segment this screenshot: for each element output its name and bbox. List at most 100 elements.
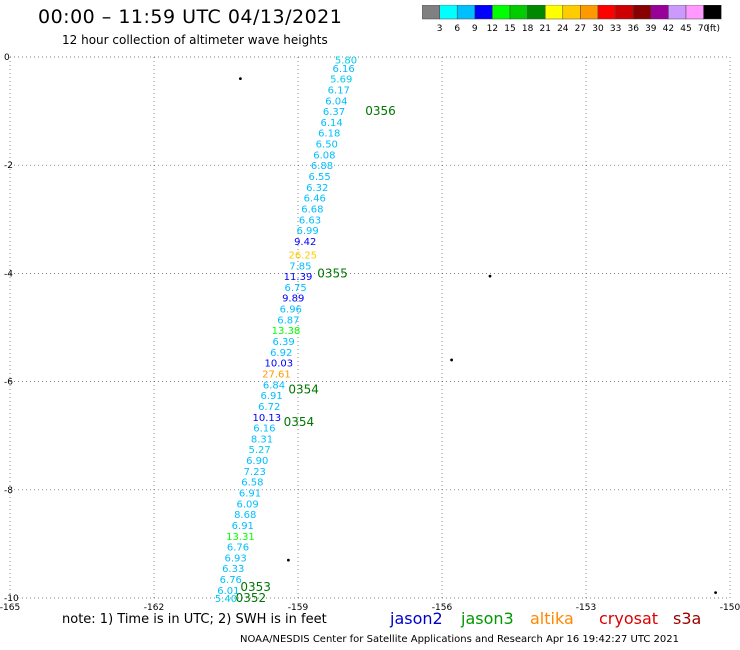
- legend-jason2: jason2: [390, 609, 443, 628]
- track-time-label: 0356: [365, 104, 396, 118]
- colorbar-tick: 39: [645, 24, 657, 34]
- page-title: 00:00 – 11:59 UTC 04/13/2021: [38, 6, 343, 28]
- track-value: 6.55: [308, 172, 330, 183]
- y-tick-label: 0: [4, 53, 10, 63]
- track-value: 13.38: [272, 326, 301, 337]
- track-value: 11.39: [284, 272, 313, 283]
- track-value: 26.25: [288, 250, 317, 261]
- track-time-label: 0353: [240, 580, 271, 594]
- track-value: 8.31: [251, 434, 273, 445]
- track-time-label: 0354: [284, 415, 315, 429]
- island-marker: [488, 274, 492, 278]
- colorbar-tick: 15: [504, 24, 515, 34]
- track-value: 6.96: [280, 305, 302, 316]
- track-value: 6.75: [284, 283, 306, 294]
- legend-cryosat: cryosat: [599, 609, 659, 628]
- colorbar-tick: 6: [454, 24, 460, 34]
- altimeter-map: -165 -162 -159 -156 -153 -150 0 -2 -4 -6 -8 -10 5.80…: [0, 53, 740, 610]
- track-value: 6.58: [241, 478, 263, 489]
- track-value: 6.76: [227, 543, 249, 554]
- x-tick-label: -153: [576, 603, 596, 610]
- colorbar-tick: 36: [627, 24, 639, 34]
- track-value: 6.39: [272, 337, 294, 348]
- track-value: 6.91: [239, 489, 261, 500]
- colorbar-tick: 9: [472, 24, 478, 34]
- colorbar-tick: 33: [610, 24, 621, 34]
- track-value: 6.99: [296, 226, 318, 237]
- legend-jason3: jason3: [461, 609, 514, 628]
- track-value: 6.46: [304, 194, 326, 205]
- track-value: 6.87: [277, 315, 299, 326]
- colorbar-tick: 27: [575, 24, 586, 34]
- track-value: 6.92: [270, 348, 292, 359]
- units-note: note: 1) Time is in UTC; 2) SWH is in fe…: [62, 612, 327, 627]
- credit-footer: NOAA/NESDIS Center for Satellite Applica…: [240, 634, 679, 645]
- track-value: 6.88: [311, 161, 333, 172]
- x-tick-label: -156: [432, 603, 453, 610]
- track-value: 6.32: [306, 183, 328, 194]
- track-value: 6.93: [224, 553, 246, 564]
- y-tick-label: -6: [4, 378, 13, 388]
- x-tick-label: -162: [144, 603, 164, 610]
- page-subtitle: 12 hour collection of altimeter wave hei…: [62, 33, 328, 47]
- colorbar-tick: 18: [522, 24, 534, 34]
- legend-altika: altika: [530, 609, 574, 628]
- track-value: 6.17: [328, 85, 350, 96]
- track-value: 13.31: [226, 532, 255, 543]
- colorbar-tick: 70: [698, 24, 710, 34]
- track-value: 6.14: [320, 118, 342, 129]
- track-value: 6.63: [299, 215, 321, 226]
- colorbar-tick: 12: [487, 24, 498, 34]
- track-value: 6.72: [258, 402, 280, 413]
- colorbar-tick: 45: [680, 24, 691, 34]
- x-tick-label: -150: [720, 603, 740, 610]
- legend-s3a: s3a: [673, 609, 702, 628]
- track-value: 27.61: [262, 369, 291, 380]
- track-value: 6.04: [325, 96, 347, 107]
- colorbar-tick: 42: [663, 24, 674, 34]
- track-value: 6.68: [301, 204, 323, 215]
- colorbar-tick: 3: [437, 24, 443, 34]
- track-value: 6.76: [220, 575, 242, 586]
- track-value: 6.91: [232, 521, 254, 532]
- track-value: 5.80: [335, 56, 357, 67]
- y-tick-label: -8: [4, 486, 13, 496]
- island-marker: [450, 358, 453, 362]
- track-time-label: 0354: [288, 383, 319, 397]
- island-marker: [714, 591, 717, 594]
- track-value: 6.16: [332, 64, 354, 75]
- track-value: 5.69: [330, 75, 352, 86]
- colorbar-tick: 24: [557, 24, 569, 34]
- track-value: 6.50: [316, 140, 338, 151]
- island-marker: [239, 77, 242, 81]
- track-value: 9.89: [282, 294, 304, 305]
- track-value: 6.37: [323, 107, 345, 118]
- track-time-label: 0355: [317, 266, 348, 280]
- track-value: 9.42: [294, 237, 316, 248]
- track-value: 10.03: [264, 359, 293, 370]
- colorbar-unit: (ft): [706, 24, 720, 34]
- track-value: 6.18: [318, 129, 340, 140]
- track-value: 6.91: [260, 391, 282, 402]
- x-tick-label: -165: [0, 603, 20, 610]
- track-value: 5.27: [248, 445, 270, 456]
- track-value: 6.16: [253, 424, 275, 435]
- track-value: 10.13: [252, 413, 281, 424]
- track-value: 8.68: [234, 510, 256, 521]
- track-value: 7.23: [244, 467, 266, 478]
- track-value: 7.85: [289, 261, 311, 272]
- colorbar-tick: 30: [592, 24, 604, 34]
- island-marker: [287, 558, 290, 562]
- x-tick-label: -159: [288, 603, 309, 610]
- track-value: 6.84: [263, 380, 285, 391]
- track-value: 5.40: [215, 594, 237, 605]
- track-time-label: 0352: [236, 591, 267, 605]
- colorbar-tick: 21: [539, 24, 550, 34]
- track-value: 6.90: [246, 456, 268, 467]
- colorbar-swatch: [703, 5, 722, 20]
- y-tick-label: -2: [4, 161, 13, 171]
- track-value: 6.01: [217, 586, 239, 597]
- track-value: 6.33: [222, 564, 244, 575]
- y-tick-label: -4: [4, 269, 13, 279]
- track-value: 6.08: [313, 150, 335, 161]
